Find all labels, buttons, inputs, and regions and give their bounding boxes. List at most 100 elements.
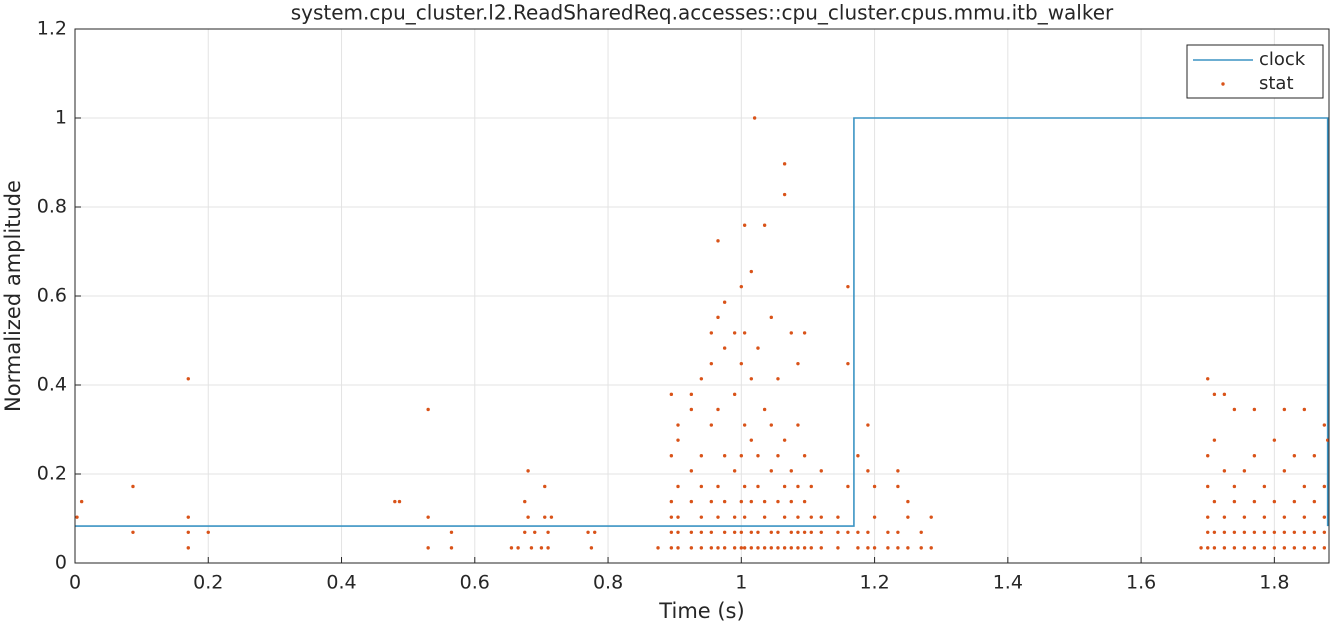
- scatter-point: [1292, 546, 1297, 550]
- scatter-point: [131, 484, 135, 489]
- scatter-point: [1292, 530, 1297, 534]
- scatter-point: [1242, 546, 1247, 550]
- scatter-point: [769, 469, 773, 473]
- x-tick-label: 0.6: [460, 572, 490, 594]
- plot-area: [75, 116, 1330, 550]
- scatter-point: [722, 346, 727, 350]
- scatter-point: [709, 546, 714, 550]
- scatter-point: [906, 515, 910, 519]
- scatter-point: [699, 515, 704, 519]
- scatter-point: [762, 407, 767, 412]
- scatter-point: [689, 546, 694, 550]
- scatter-point: [523, 499, 527, 504]
- scatter-point: [676, 438, 680, 442]
- scatter-point: [742, 484, 747, 489]
- scatter-point: [739, 530, 744, 534]
- scatter-point: [846, 530, 850, 534]
- scatter-point: [919, 546, 923, 550]
- scatter-point: [1212, 546, 1217, 550]
- scatter-point: [809, 530, 813, 534]
- scatter-point: [716, 407, 720, 412]
- scatter-point: [1312, 454, 1317, 458]
- scatter-point: [526, 515, 530, 519]
- scatter-point: [689, 392, 694, 397]
- scatter-point: [546, 530, 550, 534]
- scatter-point: [742, 423, 747, 427]
- scatter-point: [802, 530, 807, 534]
- axes-box: [74, 28, 1330, 564]
- scatter-point: [1272, 438, 1277, 442]
- scatter-point: [1206, 377, 1210, 381]
- y-tick-label: 1.2: [37, 18, 67, 40]
- scatter-point: [866, 469, 870, 473]
- legend-label: stat: [1259, 73, 1294, 94]
- scatter-point: [809, 546, 813, 550]
- scatter-point: [762, 515, 767, 519]
- scatter-point: [669, 546, 674, 550]
- scatter-point: [802, 546, 807, 550]
- scatter-point: [549, 515, 554, 519]
- scatter-point: [699, 546, 704, 550]
- scatter-point: [1282, 515, 1287, 519]
- scatter-point: [749, 546, 754, 550]
- scatter-point: [699, 454, 704, 458]
- scatter-point: [716, 515, 720, 519]
- scatter-point: [776, 546, 780, 550]
- scatter-point: [776, 454, 780, 458]
- scatter-point: [1302, 530, 1307, 534]
- scatter-point: [1212, 499, 1217, 504]
- scatter-point: [1232, 407, 1237, 412]
- scatter-point: [756, 530, 760, 534]
- scatter-point: [769, 315, 773, 320]
- scatter-point: [676, 423, 680, 427]
- scatter-point: [819, 546, 823, 550]
- scatter-point: [716, 546, 720, 550]
- y-tick-label: 0.2: [37, 463, 67, 485]
- scatter-point: [796, 361, 800, 366]
- scatter-point: [186, 546, 190, 550]
- scatter-point: [709, 331, 714, 335]
- scatter-point: [593, 530, 597, 534]
- scatter-point: [186, 377, 190, 381]
- scatter-point: [819, 515, 823, 519]
- scatter-point: [742, 223, 747, 227]
- scatter-point: [79, 499, 84, 504]
- scatter-point: [1242, 530, 1247, 534]
- scatter-point: [836, 515, 840, 519]
- scatter-point: [906, 499, 910, 504]
- scatter-point: [769, 423, 773, 427]
- scatter-point: [1222, 546, 1227, 550]
- scatter-point: [872, 484, 877, 489]
- scatter-point: [689, 407, 694, 412]
- scatter-point: [739, 284, 744, 289]
- legend-label: clock: [1259, 49, 1306, 70]
- y-tick-label: 1: [55, 107, 67, 129]
- scatter-point: [1282, 469, 1287, 473]
- scatter-point: [1222, 469, 1227, 473]
- scatter-point: [586, 530, 590, 534]
- scatter-point: [709, 530, 714, 534]
- scatter-point: [896, 484, 900, 489]
- scatter-point: [669, 515, 674, 519]
- scatter-point: [846, 361, 850, 366]
- scatter-point: [819, 530, 823, 534]
- scatter-point: [782, 192, 787, 197]
- scatter-point: [749, 269, 754, 274]
- x-tick-label: 1.6: [1126, 572, 1156, 594]
- scatter-point: [769, 546, 773, 550]
- scatter-point: [896, 546, 900, 550]
- scatter-point: [1292, 499, 1297, 504]
- scatter-point: [732, 515, 737, 519]
- scatter-point: [789, 331, 793, 335]
- scatter-point: [802, 499, 807, 504]
- scatter-point: [886, 530, 890, 534]
- scatter-point: [866, 530, 870, 534]
- x-tick-label: 1: [735, 572, 747, 594]
- scatter-point: [1312, 530, 1317, 534]
- scatter-point: [716, 315, 720, 320]
- scatter-point: [856, 530, 860, 534]
- y-axis-label: Normalized amplitude: [1, 180, 25, 412]
- scatter-point: [543, 484, 547, 489]
- scatter-point: [699, 530, 704, 534]
